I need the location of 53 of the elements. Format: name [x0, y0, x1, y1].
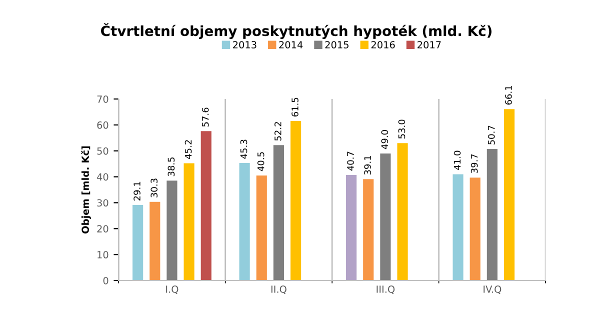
- legend-label: 2015: [325, 41, 348, 48]
- bar: [150, 202, 160, 280]
- data-label: 53.0: [398, 120, 406, 138]
- bar: [363, 179, 374, 280]
- bar: [380, 153, 391, 280]
- data-label: 40.7: [347, 152, 354, 171]
- bar: [470, 178, 480, 280]
- bar: [166, 180, 178, 280]
- bar: [452, 174, 464, 280]
- data-label: 66.1: [505, 86, 512, 105]
- x-tick-label: II.Q: [271, 286, 286, 294]
- data-label: 30.3: [150, 178, 158, 198]
- data-label: 29.1: [134, 182, 140, 200]
- data-label: 57.6: [202, 108, 209, 127]
- bar: [273, 145, 284, 280]
- bar: [486, 149, 498, 280]
- bar: [290, 121, 302, 280]
- bar: [239, 163, 250, 280]
- bar: [184, 163, 194, 280]
- y-tick-label: 0: [103, 276, 108, 284]
- data-label: 45.2: [184, 140, 192, 159]
- data-label: 39.1: [364, 156, 371, 175]
- bar: [256, 175, 267, 280]
- legend-label: 2017: [418, 41, 441, 48]
- y-tick-label: 40: [96, 173, 108, 181]
- y-tick-label: 60: [97, 121, 108, 129]
- data-label: 41.0: [454, 150, 461, 170]
- x-tick-label: I.Q: [166, 286, 178, 294]
- data-label: 50.7: [488, 126, 495, 144]
- data-label: 49.0: [381, 130, 388, 150]
- data-label: 61.5: [292, 98, 298, 117]
- y-tick-label: 10: [98, 251, 108, 258]
- y-tick-label: 50: [97, 147, 108, 155]
- bar: [346, 174, 357, 280]
- bar: [504, 109, 515, 280]
- legend-label: 2013: [233, 41, 256, 48]
- y-tick-label: 70: [97, 95, 108, 103]
- data-label: 38.5: [168, 157, 175, 176]
- y-tick-label: 20: [97, 225, 108, 232]
- data-label: 40.5: [257, 152, 264, 172]
- legend-label: 2014: [279, 41, 303, 48]
- chart-title: Čtvrtletní objemy poskytnutých hypoték (mld. Kč): [101, 23, 492, 39]
- data-label: 52.2: [274, 122, 282, 141]
- y-tick-label: 30: [97, 199, 108, 207]
- data-label: 39.7: [470, 154, 478, 173]
- x-tick-label: III.Q: [376, 286, 395, 294]
- y-axis-title: Objem [mld. Kč]: [81, 146, 91, 234]
- data-label: 45.3: [240, 140, 248, 159]
- x-tick-label: IV.Q: [484, 286, 502, 294]
- bar: [397, 143, 408, 280]
- bar: [200, 131, 212, 280]
- legend-label: 2016: [371, 41, 395, 48]
- bar: [132, 205, 144, 280]
